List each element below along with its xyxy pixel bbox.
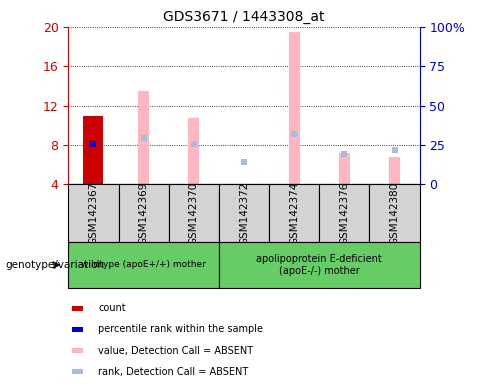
Bar: [68, 184, 119, 242]
Bar: [219, 184, 269, 242]
Bar: [339, 153, 350, 184]
Text: GSM142369: GSM142369: [139, 181, 149, 245]
Text: GSM142376: GSM142376: [339, 181, 349, 245]
Text: apolipoprotein E-deficient
(apoE-/-) mother: apolipoprotein E-deficient (apoE-/-) mot…: [256, 254, 382, 276]
Bar: [72, 369, 83, 374]
Text: GSM142372: GSM142372: [239, 181, 249, 245]
Text: GSM142367: GSM142367: [88, 181, 99, 245]
Bar: [269, 184, 319, 242]
Bar: [72, 348, 83, 353]
Bar: [68, 242, 219, 288]
Text: GSM142380: GSM142380: [389, 182, 400, 245]
Text: percentile rank within the sample: percentile rank within the sample: [98, 324, 263, 334]
Bar: [138, 91, 149, 184]
Bar: [319, 184, 369, 242]
Bar: [389, 157, 400, 184]
Bar: [369, 184, 420, 242]
Text: GSM142374: GSM142374: [289, 181, 299, 245]
Text: wildtype (apoE+/+) mother: wildtype (apoE+/+) mother: [81, 260, 206, 270]
Bar: [289, 32, 300, 184]
Bar: [188, 118, 199, 184]
Title: GDS3671 / 1443308_at: GDS3671 / 1443308_at: [163, 10, 325, 25]
Text: genotype/variation: genotype/variation: [5, 260, 104, 270]
Bar: [72, 327, 83, 332]
Bar: [219, 242, 420, 288]
Bar: [169, 184, 219, 242]
Text: count: count: [98, 303, 126, 313]
Text: value, Detection Call = ABSENT: value, Detection Call = ABSENT: [98, 346, 253, 356]
Bar: [119, 184, 169, 242]
Text: rank, Detection Call = ABSENT: rank, Detection Call = ABSENT: [98, 367, 248, 377]
Bar: [83, 116, 103, 184]
Text: GSM142370: GSM142370: [189, 182, 199, 245]
Bar: [72, 306, 83, 311]
